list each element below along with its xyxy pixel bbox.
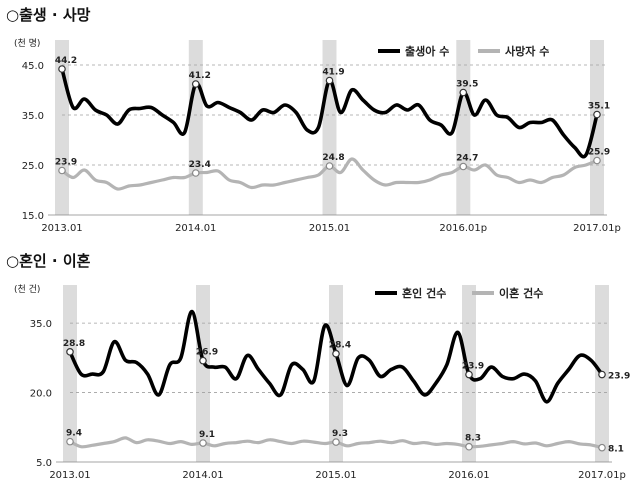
chart1-data-label: 35.1 <box>588 102 610 112</box>
chart2-x-tick-label: 2015.01 <box>315 470 356 481</box>
chart1-data-label: 44.2 <box>55 56 77 66</box>
chart1-data-marker <box>593 110 601 119</box>
chart2-data-label: 8.3 <box>465 434 481 444</box>
chart1-legend-label: 출생아 수 <box>405 44 449 58</box>
chart1-legend-label: 사망자 수 <box>505 44 549 58</box>
chart1-unit-label: (천 명) <box>14 38 40 49</box>
chart2-data-label: 23.9 <box>608 372 630 382</box>
chart1-data-label: 24.7 <box>456 154 478 164</box>
chart2-data-marker <box>598 370 606 379</box>
chart1-data-marker <box>593 156 601 165</box>
chart1-x-tick-label: 2015.01 <box>309 223 350 234</box>
chart1-data-marker <box>58 65 66 73</box>
chart2-data-marker <box>465 442 473 451</box>
chart2-data-marker <box>199 356 207 365</box>
chart1-highlight-band <box>590 40 604 215</box>
chart2-data-marker <box>66 348 74 356</box>
chart1-x-tick-label: 2016.01p <box>439 223 487 234</box>
chart2-legend-label: 혼인 건수 <box>402 286 446 300</box>
chart2-data-marker <box>332 349 340 358</box>
chart2-y-tick-label: 5.0 <box>36 458 52 469</box>
chart2-unit-label: (천 건) <box>14 284 40 295</box>
marriage-divorce-section-title: ○혼인 · 이혼 <box>6 252 91 270</box>
chart2-y-tick-label: 20.0 <box>30 389 52 400</box>
chart2-data-marker <box>598 443 606 452</box>
chart1-data-label: 39.5 <box>456 80 478 90</box>
chart2-data-marker <box>66 437 74 446</box>
chart2-data-marker <box>332 438 340 446</box>
chart2-data-label: 23.9 <box>462 362 484 372</box>
chart2-x-tick-label: 2013.01 <box>49 470 90 481</box>
chart1-data-marker <box>191 80 200 88</box>
chart2-data-label: 28.8 <box>63 339 85 349</box>
chart1-data-marker <box>325 76 334 85</box>
chart1-data-marker <box>191 169 200 177</box>
chart2-data-label: 26.9 <box>196 348 218 358</box>
chart1-data-label: 41.9 <box>322 68 344 78</box>
chart2-highlight-band <box>329 285 343 462</box>
chart1-y-tick-label: 15.0 <box>22 211 44 222</box>
chart1-data-marker <box>58 166 66 175</box>
chart2-x-tick-label: 2014.01 <box>182 470 223 481</box>
chart2-data-marker <box>199 439 207 447</box>
chart1-data-label: 25.9 <box>588 148 610 158</box>
chart2-data-label: 28.4 <box>329 341 351 351</box>
chart1-data-label: 23.9 <box>55 158 77 168</box>
chart2-highlight-band <box>196 285 210 462</box>
chart2-data-label: 9.3 <box>332 429 348 439</box>
chart1-x-tick-label: 2014.01 <box>175 223 216 234</box>
chart2-highlight-band <box>63 285 77 462</box>
chart1-data-label: 24.8 <box>322 153 344 163</box>
chart1-data-marker <box>459 88 468 97</box>
chart1-x-tick-label: 2013.01 <box>41 223 82 234</box>
chart2-y-tick-label: 35.0 <box>30 319 52 330</box>
chart1-data-marker <box>459 162 468 171</box>
chart1-y-tick-label: 45.0 <box>22 61 44 72</box>
chart2-data-label: 9.4 <box>66 429 82 439</box>
birth-death-chart: 15.0 25.0 35.0 45.0 2013.01 2014.01 2015.01 201… <box>14 38 621 234</box>
chart2-x-tick-label: 2017.01p <box>578 470 626 481</box>
chart1-highlight-band <box>456 40 471 215</box>
chart2-data-label: 9.1 <box>199 430 215 440</box>
chart2-data-label: 8.1 <box>608 445 624 455</box>
chart1-y-tick-label: 25.0 <box>22 161 44 172</box>
chart2-legend-label: 이혼 건수 <box>499 286 543 300</box>
chart1-data-label: 41.2 <box>189 71 211 81</box>
chart2-data-marker <box>465 370 473 379</box>
chart1-data-marker <box>325 162 334 170</box>
chart1-x-tick-label: 2017.01p <box>573 223 621 234</box>
chart2-x-tick-label: 2016.01 <box>448 470 489 481</box>
birth-death-section-title: ○출생 · 사망 <box>6 6 91 24</box>
chart1-data-label: 23.4 <box>189 160 211 170</box>
chart1-y-tick-label: 35.0 <box>22 111 44 122</box>
